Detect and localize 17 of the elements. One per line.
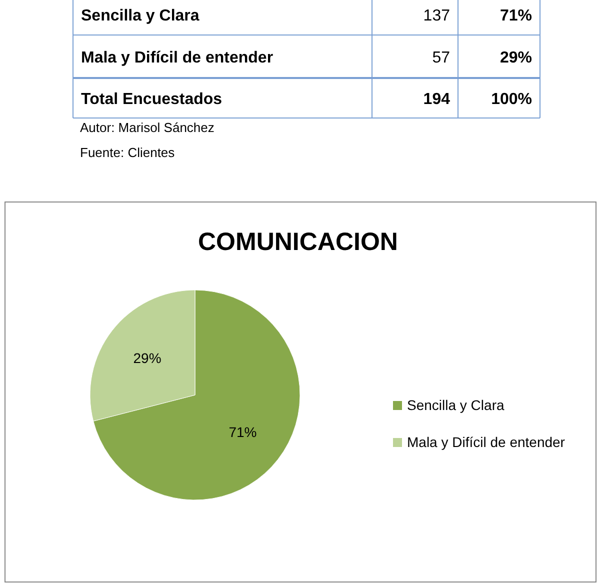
text: 100% xyxy=(491,91,532,108)
text: 137 xyxy=(423,8,450,24)
legend-label: Mala y Difícil de entender xyxy=(407,434,566,450)
text: Mala y Difícil de entender xyxy=(81,50,274,66)
data-label: 29% xyxy=(133,350,162,366)
text: 29% xyxy=(500,50,532,66)
text: 194 xyxy=(423,91,450,108)
text: 57 xyxy=(432,50,450,66)
text: 71% xyxy=(500,8,532,24)
legend-label: Sencilla y Clara xyxy=(407,397,504,413)
data-label: 71% xyxy=(228,424,257,440)
pie-slice xyxy=(93,290,300,500)
text: Sencilla y Clara xyxy=(81,8,200,24)
text: Autor: Marisol Sánchez xyxy=(80,120,214,135)
chart-title: COMUNICACION xyxy=(198,228,398,256)
source-note: Fuente: Clientes xyxy=(80,145,176,160)
text: Total Encuestados xyxy=(81,91,222,108)
